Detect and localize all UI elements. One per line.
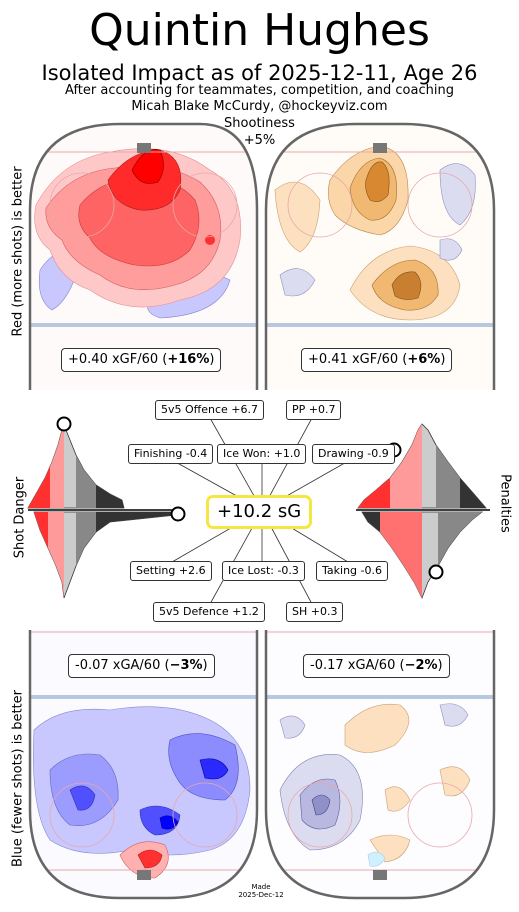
component-5v5-defence: 5v5 Defence +1.2 [153, 602, 265, 622]
axis-label-red-better: Red (more shots) is better [10, 166, 26, 337]
offence-5v5-rink [30, 124, 257, 390]
made-label: Made 2025-Dec-12 [226, 883, 296, 899]
component-taking: Taking -0.6 [316, 561, 388, 581]
penalties-distribution [356, 423, 490, 599]
component-5v5-offence: 5v5 Offence +6.7 [155, 400, 265, 420]
total-sg-value: +10.2 sG [206, 495, 313, 529]
defence-sh-rink [266, 630, 494, 898]
component-finishing: Finishing -0.4 [128, 444, 214, 464]
component-setting: Setting +2.6 [130, 561, 212, 581]
subtitle: Isolated Impact as of 2025-12-11, Age 26 [41, 61, 478, 85]
context-note: After accounting for teammates, competit… [65, 83, 454, 98]
rink-outline [264, 630, 496, 900]
shootiness-value: +5% [243, 133, 276, 148]
made-date: 2025-Dec-12 [238, 891, 284, 899]
page-title: Quintin Hughes [89, 5, 430, 56]
defence-sh-stat: -0.17 xGA/60 (−2%) [303, 654, 450, 678]
goal-net [137, 143, 151, 153]
axis-label-blue-better: Blue (fewer shots) is better [10, 690, 26, 867]
offence-pp-stat: +0.41 xGF/60 (+6%) [301, 348, 453, 372]
axis-label-shot-danger: Shot Danger [12, 476, 28, 559]
rink-outline [28, 122, 259, 390]
component-pp: PP +0.7 [286, 400, 342, 420]
offence-5v5-stat: +0.40 xGF/60 (+16%) [61, 348, 222, 372]
component-sh: SH +0.3 [286, 602, 344, 622]
shot-danger-distribution [27, 416, 186, 599]
defence-5v5-rink [30, 630, 257, 898]
component-ice-won: Ice Won: +1.0 [217, 444, 307, 464]
offence-pp-rink [266, 124, 494, 390]
goal-net [373, 870, 387, 880]
defence-5v5-stat: -0.07 xGA/60 (−3%) [68, 654, 215, 678]
rink-outline [264, 122, 496, 390]
goal-net [137, 870, 151, 880]
rink-outline [28, 630, 259, 900]
component-drawing: Drawing -0.9 [312, 444, 395, 464]
author-credit: Micah Blake McCurdy, @hockeyviz.com [131, 99, 388, 114]
goal-net [373, 143, 387, 153]
axis-label-penalties: Penalties [497, 474, 513, 533]
component-ice-lost: Ice Lost: -0.3 [222, 561, 305, 581]
shootiness-label: Shootiness [224, 116, 295, 131]
made-text: Made [251, 883, 271, 891]
